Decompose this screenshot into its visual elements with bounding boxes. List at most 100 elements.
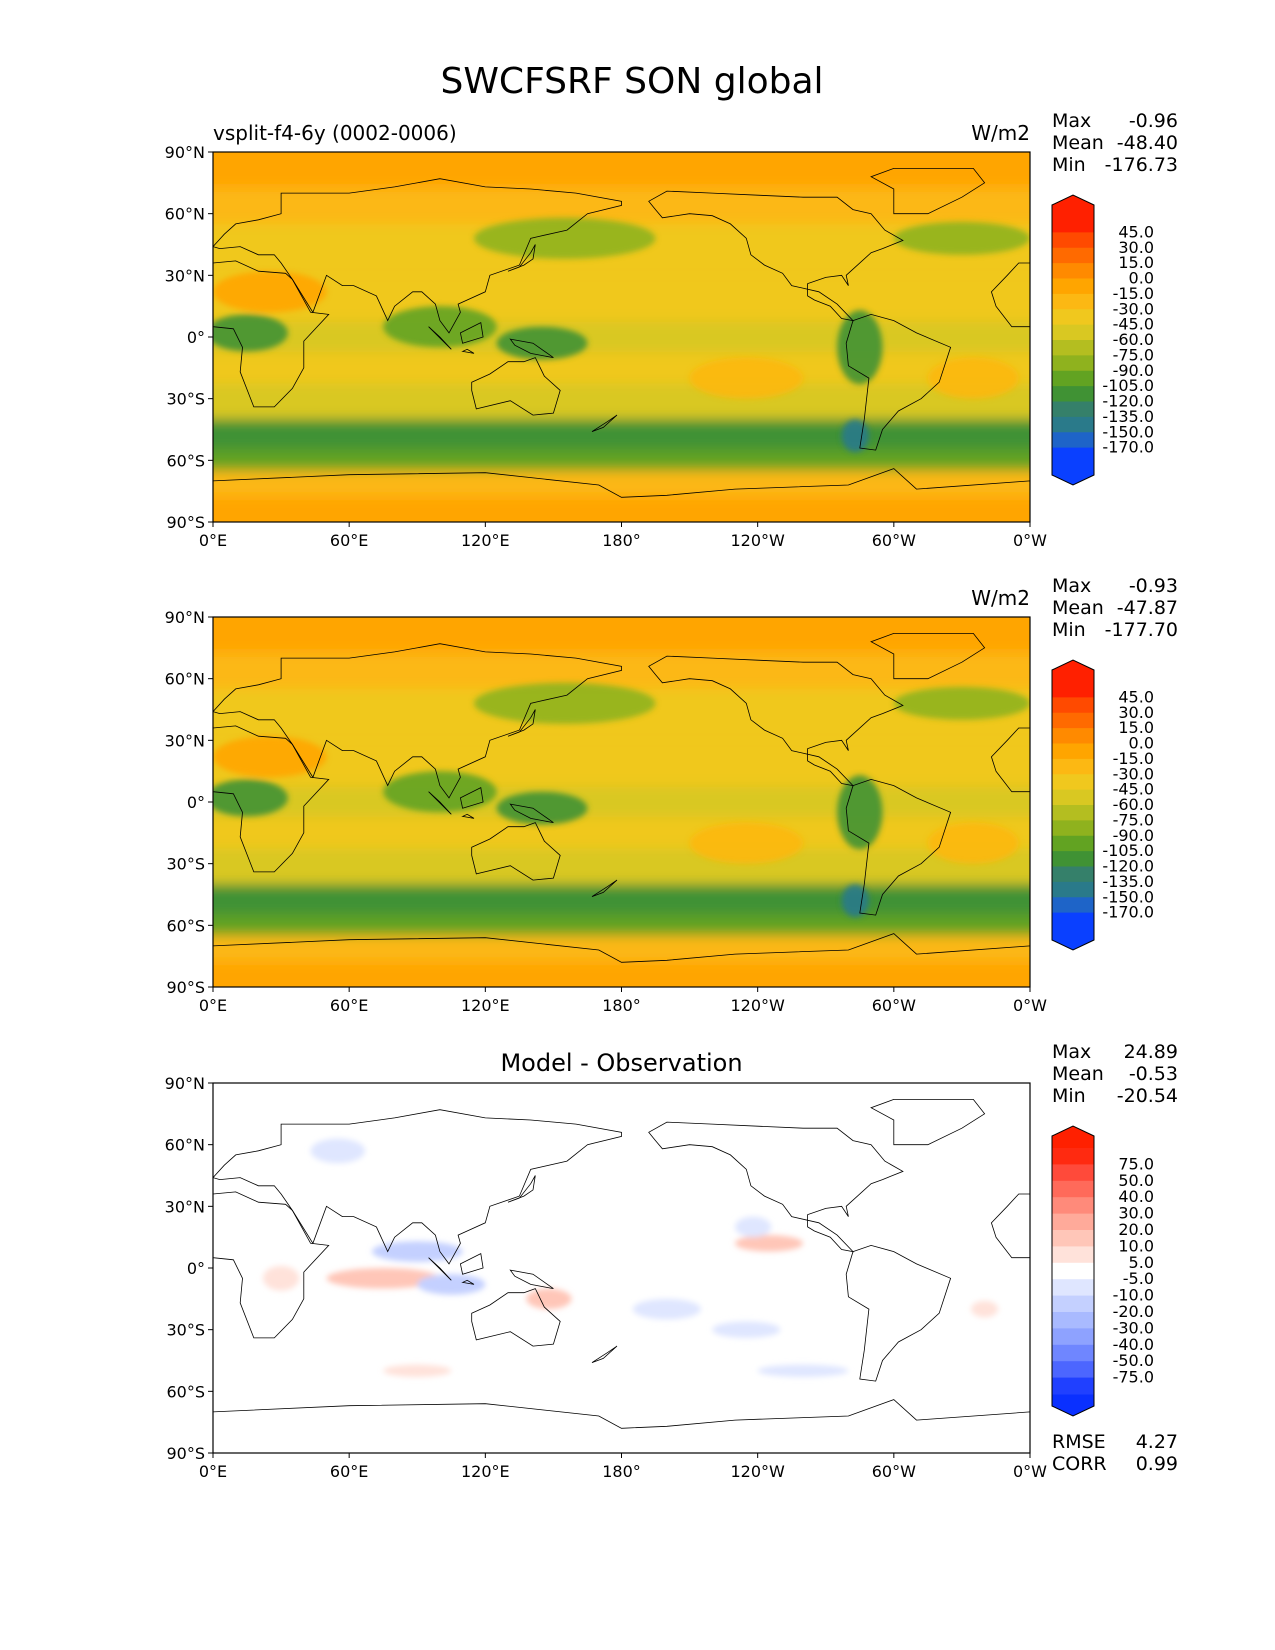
panel-units: W/m2	[971, 586, 1030, 610]
field-feature	[927, 822, 1019, 864]
colorbar-extend-bottom	[1052, 1394, 1094, 1416]
field-feature	[837, 310, 883, 385]
coastline	[509, 1269, 554, 1289]
colorbar-label: -120.0	[1102, 857, 1154, 876]
y-tick-label: 90°S	[166, 513, 205, 532]
stat-value: -47.87	[1117, 597, 1178, 619]
map-field	[213, 152, 1030, 522]
colorbar-segment	[1052, 820, 1094, 837]
band-lat--15	[213, 352, 1030, 384]
colorbar-extend-top	[1052, 195, 1094, 217]
colorbar-label: 0.0	[1129, 734, 1154, 753]
stat-label: Max	[1052, 110, 1091, 132]
field-feature	[213, 736, 327, 778]
colorbar-label: 5.0	[1129, 1253, 1154, 1272]
colorbar-segment	[1052, 1344, 1094, 1362]
y-tick-label: 60°N	[165, 205, 205, 224]
band-lat--70	[213, 470, 1030, 497]
coastline	[990, 1193, 1030, 1259]
field-feature	[689, 357, 804, 399]
colorbar-label: 15.0	[1118, 253, 1154, 272]
colorbar-segment	[1052, 232, 1094, 249]
y-tick-label: 30°N	[165, 731, 205, 750]
colorbar-segment	[1052, 416, 1094, 433]
colorbar-label: -120.0	[1102, 392, 1154, 411]
field-feature	[473, 682, 656, 724]
colorbar-extend-top	[1052, 1126, 1094, 1148]
colorbar-label: 10.0	[1118, 1236, 1154, 1255]
colorbar-label: -30.0	[1113, 299, 1154, 318]
colorbar-segment	[1052, 851, 1094, 867]
colorbar-label: -45.0	[1113, 780, 1154, 799]
coastline	[507, 244, 536, 272]
x-tick-label: 0°E	[199, 996, 227, 1015]
stat-value: -0.53	[1129, 1063, 1178, 1085]
colorbar-segment	[1052, 728, 1094, 744]
difference-feature	[757, 1364, 849, 1377]
coastlines	[213, 1099, 1030, 1453]
colorbar-segment	[1052, 309, 1094, 326]
band-lat-0	[213, 786, 1030, 818]
stat-label: Max	[1052, 1041, 1091, 1063]
colorbar-label: -50.0	[1113, 1351, 1154, 1370]
y-tick-label: 0°	[187, 1259, 205, 1278]
colorbar-extend-bottom	[1052, 463, 1094, 485]
map-field	[213, 1083, 1030, 1453]
x-tick-label: 60°E	[330, 996, 368, 1015]
colorbar-segment	[1052, 263, 1094, 279]
coastline	[870, 1099, 986, 1146]
colorbar-segment	[1052, 1246, 1094, 1264]
colorbar-label: -15.0	[1113, 749, 1154, 768]
x-tick-label: 0°W	[1013, 1462, 1047, 1481]
colorbar-segment	[1052, 386, 1094, 402]
field-feature	[473, 217, 656, 259]
x-tick-label: 0°W	[1013, 996, 1047, 1015]
colorbar-segment	[1052, 758, 1094, 775]
colorbar-label: 45.0	[1118, 687, 1154, 706]
coastline	[990, 262, 1030, 328]
coastline	[845, 313, 952, 451]
colorbar: 45.030.015.00.0-15.0-30.0-45.0-60.0-75.0…	[1051, 659, 1154, 951]
difference-feature	[526, 1288, 572, 1310]
figure-title: SWCFSRF SON global	[440, 61, 823, 102]
colorbar-segment	[1052, 697, 1094, 714]
colorbar-label: 0.0	[1129, 269, 1154, 288]
colorbar-label: -150.0	[1102, 887, 1154, 906]
colorbar-label: -75.0	[1113, 1368, 1154, 1387]
field-features	[213, 217, 1030, 453]
colorbar-segment	[1052, 401, 1094, 418]
colorbar: 75.050.040.030.020.010.05.0-5.0-10.0-20.…	[1051, 1125, 1154, 1417]
coastline	[990, 727, 1030, 793]
field-feature	[927, 357, 1019, 399]
colorbar-segment	[1052, 247, 1094, 264]
colorbar-segment	[1052, 835, 1094, 852]
colorbar-label: -40.0	[1113, 1335, 1154, 1354]
stat-value: -48.40	[1117, 132, 1178, 154]
coastline	[471, 357, 561, 416]
coastline	[213, 725, 330, 873]
colorbar-segment	[1052, 1312, 1094, 1329]
colorbar-segment	[1052, 370, 1094, 387]
coastline	[213, 1399, 1030, 1453]
y-tick-label: 90°N	[165, 608, 205, 627]
y-tick-label: 90°S	[166, 1444, 205, 1463]
colorbar-segment	[1052, 1328, 1094, 1346]
colorbar-segment	[1052, 447, 1094, 464]
colorbar-segment	[1052, 293, 1094, 310]
field-feature	[837, 775, 883, 850]
colorbar-segment	[1052, 1361, 1094, 1379]
colorbar-outline	[1051, 194, 1095, 486]
coastlines	[213, 168, 1030, 522]
coastline	[648, 655, 904, 787]
colorbar-segment	[1052, 432, 1094, 449]
coastline	[507, 709, 536, 737]
difference-feature	[734, 1235, 804, 1252]
colorbar-label: 30.0	[1118, 1204, 1154, 1223]
colorbar-label: -90.0	[1113, 361, 1154, 380]
panel-title-left: vsplit-f4-6y (0002-0006)	[213, 121, 457, 145]
coastline	[213, 468, 1030, 522]
colorbar-label: 15.0	[1118, 718, 1154, 737]
band-lat--85	[213, 961, 1030, 987]
coastline	[648, 1121, 904, 1253]
